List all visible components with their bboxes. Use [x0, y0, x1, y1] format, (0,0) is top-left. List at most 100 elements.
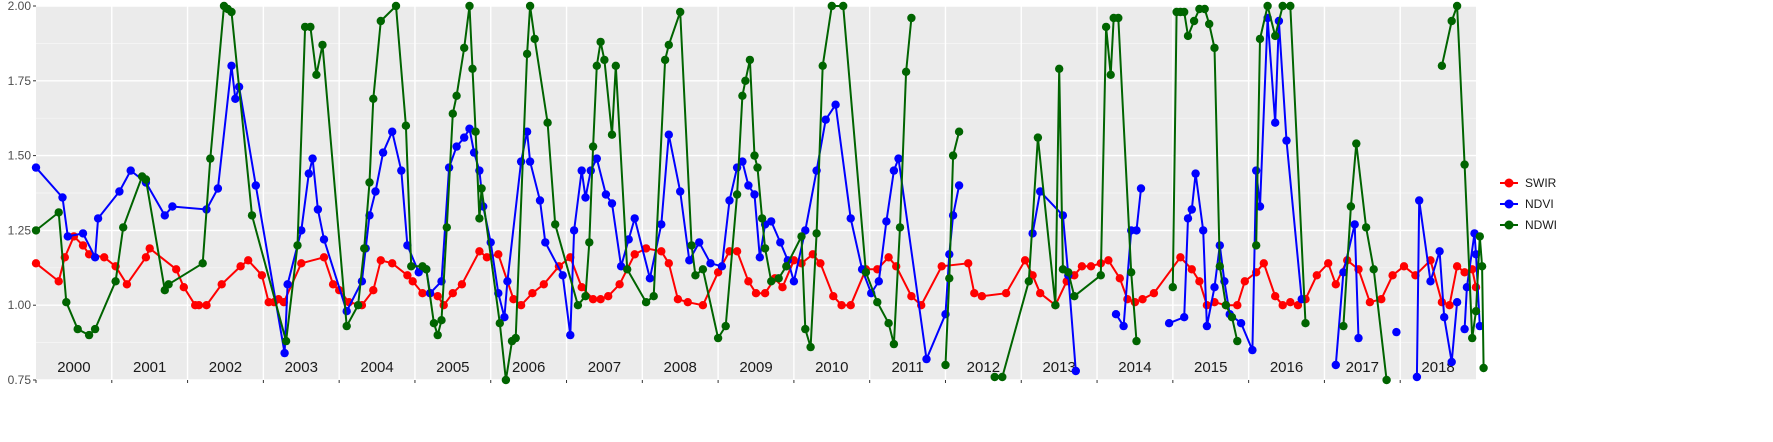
data-point-swir [297, 259, 306, 268]
data-point-ndvi [630, 214, 639, 223]
data-point-ndvi [525, 157, 535, 166]
data-point-swir [1331, 280, 1341, 289]
data-point-ndwi [429, 319, 439, 328]
data-point-ndwi [511, 333, 520, 343]
data-point-swir [1388, 271, 1397, 280]
data-point-swir [907, 292, 916, 301]
data-point-ndvi [452, 142, 461, 151]
data-point-ndvi [115, 187, 124, 196]
data-point-swir [846, 301, 855, 310]
data-point-swir [698, 301, 708, 310]
data-point-swir [1028, 271, 1037, 280]
data-point-swir [236, 262, 245, 271]
data-point-swir [1020, 256, 1030, 265]
series-ndwi [31, 1, 1488, 385]
data-point-ndwi [774, 274, 783, 283]
data-point-swir [433, 292, 442, 301]
data-point-ndvi [227, 61, 236, 70]
x-ticks [35, 380, 1401, 383]
data-point-ndvi [801, 226, 810, 235]
data-point-swir [683, 298, 692, 307]
data-point-ndvi [1180, 313, 1189, 322]
y-tick-label: 1.50 [8, 149, 32, 163]
data-point-swir [319, 253, 329, 262]
data-point-swir [751, 289, 761, 298]
data-point-ndwi [741, 76, 750, 86]
data-point-ndwi [760, 244, 770, 253]
data-point-ndwi [573, 301, 583, 310]
data-point-ndvi [1271, 118, 1280, 127]
data-point-swir [1104, 256, 1113, 265]
data-point-ndwi [818, 61, 827, 70]
legend-label-swir: SWIR [1525, 176, 1557, 190]
data-point-ndwi [745, 55, 755, 65]
data-point-ndvi [342, 307, 351, 316]
data-point-swir [977, 292, 987, 301]
data-point-ndwi [1301, 319, 1310, 328]
data-point-swir [78, 241, 88, 250]
data-point-swir [54, 277, 63, 286]
data-point-swir [528, 289, 537, 298]
data-point-ndvi [1282, 136, 1291, 145]
data-point-swir [816, 259, 825, 268]
data-point-ndvi [1071, 366, 1081, 376]
data-point-ndwi [360, 244, 369, 253]
data-point-swir [448, 289, 457, 298]
data-point-ndwi [1452, 1, 1462, 11]
data-point-swir [884, 253, 893, 262]
data-point-ndwi [1183, 31, 1193, 41]
data-point-swir [179, 283, 188, 292]
series-line-ndwi [1342, 143, 1388, 381]
data-point-ndwi [691, 271, 700, 280]
data-point-ndwi [901, 67, 911, 77]
data-point-ndwi [812, 229, 821, 238]
data-point-ndwi [293, 241, 302, 250]
data-point-swir [403, 271, 412, 280]
data-point-ndwi [460, 43, 469, 53]
data-point-ndvi [664, 130, 673, 139]
data-point-swir [388, 259, 397, 268]
data-point-swir [1233, 301, 1242, 310]
data-point-ndwi [477, 184, 486, 193]
data-point-ndwi [437, 316, 446, 325]
data-point-ndwi [676, 7, 685, 17]
legend-key-swir [1504, 178, 1514, 188]
data-point-ndvi [1036, 187, 1045, 196]
data-point-ndvi [566, 330, 575, 340]
data-point-swir [1399, 262, 1409, 271]
data-point-ndwi [581, 292, 590, 301]
data-point-ndwi [757, 214, 767, 223]
data-point-swir [1240, 277, 1250, 286]
data-point-swir [588, 295, 598, 304]
data-point-ndwi [522, 49, 532, 59]
y-tick-label: 2.00 [8, 0, 32, 13]
data-point-ndvi [378, 148, 388, 157]
data-point-swir [1445, 301, 1454, 310]
data-point-swir [202, 301, 211, 310]
data-point-ndwi [990, 372, 999, 382]
data-point-swir [1293, 301, 1303, 310]
data-point-ndvi [1187, 205, 1197, 214]
data-point-ndwi [1255, 34, 1265, 44]
data-point-ndwi [889, 339, 899, 349]
data-point-ndvi [1339, 268, 1348, 277]
data-point-ndwi [1468, 333, 1477, 343]
data-point-ndwi [611, 61, 620, 70]
data-point-swir [641, 244, 651, 253]
data-point-ndwi [954, 127, 964, 136]
data-point-ndwi [1233, 336, 1242, 346]
data-point-swir [457, 280, 467, 289]
data-point-ndvi [776, 238, 785, 247]
data-point-ndwi [465, 1, 474, 11]
data-point-ndvi [706, 259, 715, 268]
data-point-swir [1278, 301, 1287, 310]
data-point-ndwi [365, 178, 374, 187]
data-point-swir [673, 295, 683, 304]
data-point-ndvi [1132, 226, 1141, 235]
data-point-ndwi [1286, 1, 1295, 11]
data-point-ndwi [141, 175, 151, 184]
data-point-ndvi [738, 157, 747, 166]
data-point-swir [328, 280, 338, 289]
data-point-ndwi [698, 265, 708, 274]
data-point-ndvi [78, 229, 88, 238]
